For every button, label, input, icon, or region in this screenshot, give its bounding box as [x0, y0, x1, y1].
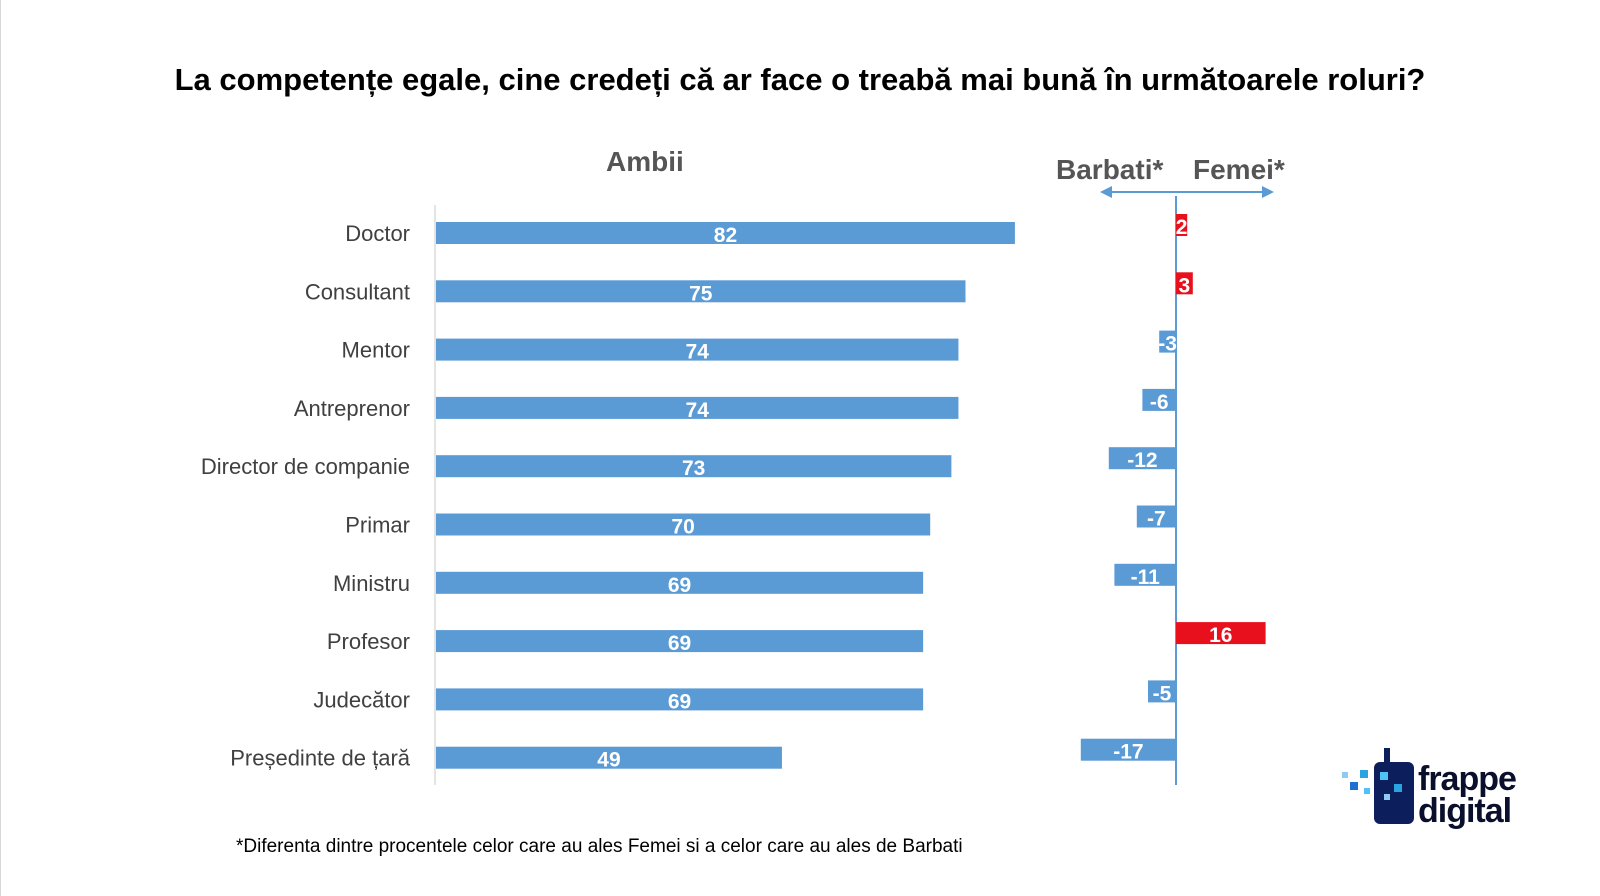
page-border: [0, 0, 1, 896]
right-heading-barbati: Barbati*: [1056, 154, 1164, 185]
diff-bar-value: -3: [1158, 333, 1177, 356]
left-bar: [436, 688, 924, 711]
category-label: Mentor: [342, 338, 410, 363]
diff-bar-value: -7: [1147, 508, 1166, 531]
category-label: Profesor: [327, 629, 410, 654]
category-label: Consultant: [305, 279, 410, 304]
diff-bar-value: -11: [1131, 566, 1161, 589]
diff-bar-value: -5: [1153, 682, 1172, 705]
logo-line-2: digital: [1418, 792, 1512, 830]
left-bar: [436, 396, 959, 419]
left-bar: [436, 513, 931, 536]
diff-bar-value: 3: [1179, 274, 1191, 297]
left-bar: [436, 571, 924, 594]
diff-bar-value: -6: [1150, 391, 1169, 414]
left-bar-value: 69: [668, 574, 691, 597]
category-label: Judecător: [313, 687, 410, 712]
left-bar-value: 49: [597, 749, 620, 772]
left-bar: [436, 630, 924, 653]
left-bar: [436, 280, 966, 303]
cup-icon: [1342, 748, 1414, 824]
diff-bar-value: 16: [1209, 624, 1232, 647]
left-bar-value: 74: [686, 399, 710, 422]
category-label: Director de companie: [201, 454, 410, 479]
category-label: Președinte de țară: [230, 746, 411, 771]
left-bar-value: 73: [682, 457, 705, 480]
right-heading-femei: Femei*: [1193, 154, 1285, 185]
left-bar-value: 70: [671, 516, 694, 539]
left-bar-value: 74: [686, 341, 710, 364]
diff-bar: [1176, 272, 1193, 295]
category-label: Antreprenor: [294, 396, 410, 421]
diff-bar: [1176, 622, 1266, 645]
diff-bar-value: -12: [1127, 449, 1157, 472]
left-bar-value: 75: [689, 282, 713, 305]
category-label: Doctor: [345, 221, 410, 246]
left-bar-value: 82: [714, 224, 737, 247]
chart-title: La competențe egale, cine credeți că ar …: [174, 62, 1426, 97]
left-bar: [436, 338, 959, 361]
diff-bar: [1136, 505, 1176, 528]
frappe-digital-logo: frappe digital: [1342, 748, 1578, 852]
diff-bar: [1148, 680, 1176, 703]
left-bar: [436, 455, 952, 478]
category-label: Primar: [345, 513, 410, 538]
diff-bar-value: 2: [1176, 216, 1188, 239]
logo-line-1: frappe: [1418, 760, 1517, 798]
diff-bar: [1080, 738, 1176, 761]
left-chart-heading: Ambii: [606, 146, 684, 177]
left-bar: [436, 222, 1015, 244]
diff-bar: [1176, 214, 1188, 236]
arrow-right-head: [1262, 186, 1274, 198]
category-label: Ministru: [333, 571, 410, 596]
diff-bar-value: -17: [1113, 741, 1143, 764]
diff-bar: [1159, 330, 1176, 353]
diff-bar: [1108, 447, 1176, 470]
diff-bar: [1114, 563, 1176, 586]
left-bar-value: 69: [668, 690, 691, 713]
left-bar: [436, 746, 782, 769]
arrow-left-head: [1100, 186, 1112, 198]
left-bar-value: 69: [668, 632, 691, 655]
diff-bar: [1142, 388, 1176, 411]
footnote: *Diferenta dintre procentele celor care …: [236, 836, 963, 857]
